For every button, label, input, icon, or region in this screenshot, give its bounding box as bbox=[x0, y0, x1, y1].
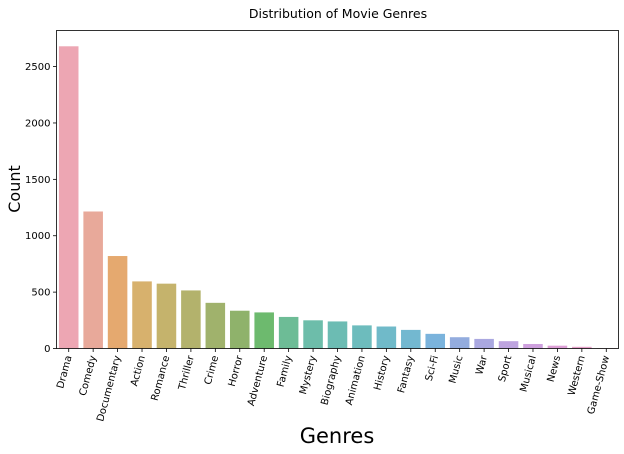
x-tick-label: Animation bbox=[344, 354, 368, 406]
bars bbox=[58, 46, 617, 349]
y-tick-label: 500 bbox=[31, 288, 50, 299]
y-tick-label: 2500 bbox=[25, 62, 50, 73]
plot-frame bbox=[56, 30, 619, 349]
bar-documentary bbox=[107, 256, 128, 349]
x-tick-label: Romance bbox=[150, 354, 173, 402]
x-tick-label: Family bbox=[276, 354, 295, 388]
y-axis-ticks: 0 500 1000 1500 2000 2500 bbox=[25, 62, 57, 355]
x-tick-label: Mystery bbox=[298, 354, 319, 395]
bar-sport bbox=[498, 341, 519, 349]
bar-sci-fi bbox=[425, 333, 446, 349]
bar-biography bbox=[327, 321, 348, 349]
x-tick-label: Western bbox=[567, 354, 588, 396]
bar-crime bbox=[205, 302, 226, 349]
x-tick-label: Crime bbox=[203, 354, 221, 386]
bar-musical bbox=[523, 343, 543, 349]
x-tick-label: Comedy bbox=[78, 354, 99, 397]
x-tick-label: War bbox=[474, 354, 490, 377]
x-tick-label: Horror bbox=[227, 354, 246, 388]
x-tick-label: Game-Show bbox=[586, 354, 612, 415]
bar-music bbox=[449, 337, 470, 349]
x-tick-label: Sport bbox=[497, 354, 515, 383]
y-tick-label: 0 bbox=[44, 344, 50, 355]
bar-war bbox=[474, 338, 494, 349]
bar-adventure bbox=[254, 312, 274, 349]
x-tick-label: Musical bbox=[519, 354, 539, 393]
y-tick-label: 2000 bbox=[25, 118, 50, 129]
x-tick-label: Adventure bbox=[246, 354, 270, 407]
x-tick-label: Thriller bbox=[177, 354, 197, 393]
y-axis-label: Count bbox=[5, 165, 24, 213]
x-tick-label: History bbox=[372, 354, 392, 391]
bar-action bbox=[132, 281, 152, 349]
x-axis-label: Genres bbox=[300, 424, 375, 448]
bar-comedy bbox=[83, 211, 103, 349]
bar-thriller bbox=[181, 290, 201, 349]
y-tick-label: 1000 bbox=[25, 231, 50, 242]
bar-history bbox=[376, 326, 397, 349]
bar-western bbox=[572, 346, 592, 349]
x-tick-label: Fantasy bbox=[396, 354, 417, 394]
x-tick-label: Biography bbox=[320, 354, 344, 406]
bar-mystery bbox=[303, 320, 323, 349]
x-tick-label: Drama bbox=[55, 354, 74, 390]
bar-animation bbox=[352, 325, 372, 349]
bar-news bbox=[547, 345, 568, 349]
chart-title: Distribution of Movie Genres bbox=[249, 6, 427, 21]
x-tick-label: Sci-Fi bbox=[424, 354, 441, 382]
x-tick-label: Action bbox=[129, 354, 148, 387]
x-tick-label: News bbox=[546, 354, 564, 383]
bar-romance bbox=[156, 283, 177, 349]
x-tick-label: Music bbox=[448, 354, 466, 384]
bar-drama bbox=[58, 46, 79, 349]
bar-family bbox=[278, 316, 299, 349]
bar-fantasy bbox=[401, 329, 421, 349]
x-tick-label: Documentary bbox=[95, 354, 123, 423]
y-tick-label: 1500 bbox=[25, 175, 50, 186]
bar-horror bbox=[229, 310, 250, 349]
